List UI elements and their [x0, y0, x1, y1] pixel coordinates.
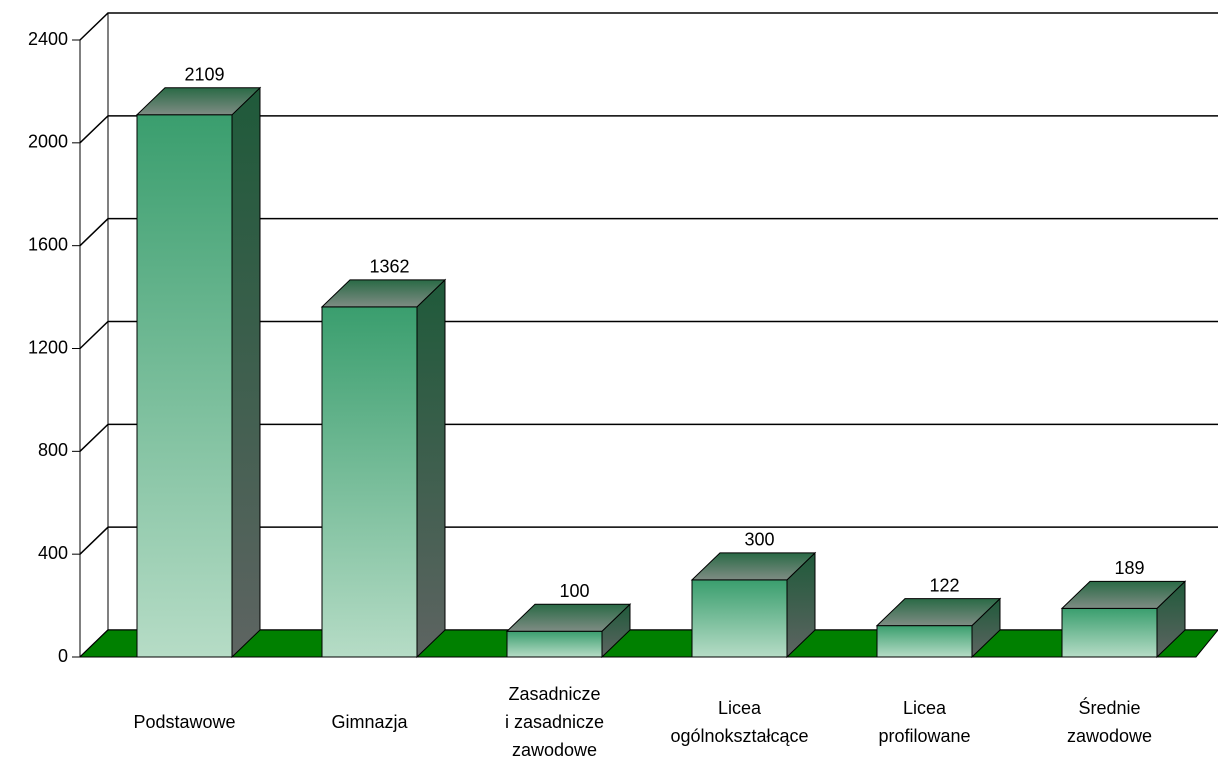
y-tick-label: 2000	[28, 132, 68, 152]
grid-line	[79, 320, 1218, 350]
bar-top	[505, 603, 632, 632]
y-tick-label: 400	[38, 543, 68, 563]
bar-top	[875, 598, 1002, 627]
y-tick-label: 1600	[28, 234, 68, 254]
bar-top	[690, 552, 817, 581]
value-label: 2109	[184, 65, 224, 85]
grid-line	[79, 423, 1218, 452]
grid-line	[79, 217, 1218, 247]
y-tick-label: 800	[38, 440, 68, 460]
value-label: 300	[744, 530, 774, 550]
bar-side	[416, 278, 446, 659]
bar-top	[135, 87, 262, 116]
x-tick-label: Zasadnicze i zasadnicze zawodowe	[504, 684, 605, 758]
bar	[875, 597, 1002, 659]
bar	[505, 603, 632, 659]
bar	[135, 86, 262, 659]
value-label: 122	[929, 575, 959, 595]
y-tick-label: 0	[58, 646, 68, 666]
value-label: 1362	[369, 257, 409, 277]
bar-front	[136, 114, 233, 658]
grid-line	[79, 115, 1218, 144]
y-tick-label: 2400	[28, 29, 68, 49]
bar-front	[691, 579, 788, 658]
x-tick-label: Podstawowe	[133, 712, 236, 732]
bar-top	[1060, 580, 1187, 609]
bar	[690, 551, 817, 659]
x-tick-label: Licea profilowane	[878, 698, 971, 746]
bar-front	[1061, 607, 1158, 658]
y-tick-label: 1200	[28, 337, 68, 357]
grid-line	[79, 526, 1218, 555]
x-tick-label: Średnie zawodowe	[1066, 698, 1153, 746]
bar-front	[506, 630, 603, 658]
bar-front	[876, 625, 973, 658]
x-tick-label: Gimnazja	[331, 712, 408, 732]
grid-line	[79, 12, 1218, 41]
x-tick-label: Licea ogólnokształcące	[670, 698, 809, 746]
bar	[320, 278, 447, 659]
value-label: 100	[559, 581, 589, 601]
bar-top	[320, 279, 447, 308]
bar-side	[231, 86, 261, 659]
bar-front	[321, 306, 418, 658]
value-label: 189	[1114, 558, 1144, 578]
bar	[1060, 580, 1187, 659]
